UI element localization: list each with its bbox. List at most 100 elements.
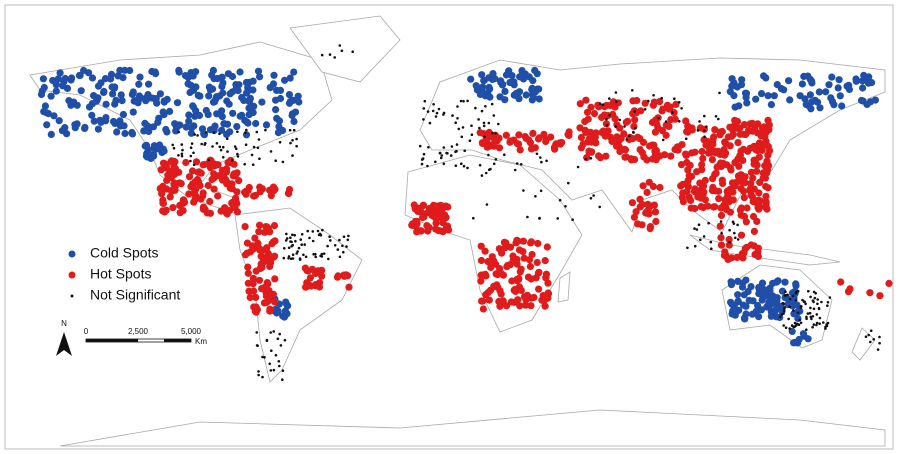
spot (686, 246, 689, 250)
spot (182, 158, 190, 167)
spot (628, 199, 637, 207)
spot (515, 131, 523, 139)
spot (145, 123, 153, 131)
spot (336, 248, 340, 251)
spot (845, 85, 854, 93)
spot (457, 127, 461, 131)
spot (312, 280, 320, 289)
spot (544, 289, 552, 297)
spot (212, 131, 216, 134)
spot (231, 159, 234, 162)
spot (172, 146, 176, 150)
spot (813, 296, 817, 300)
spot (188, 167, 197, 175)
spot (516, 268, 524, 276)
spot (571, 218, 574, 221)
spot (652, 94, 655, 97)
spot (41, 102, 50, 110)
spot (222, 168, 231, 176)
spot (511, 287, 520, 295)
spot (304, 255, 308, 259)
spot (214, 192, 222, 200)
spot (671, 111, 674, 114)
spot (478, 139, 487, 148)
spot (219, 79, 227, 87)
spot (281, 160, 285, 164)
spot (750, 242, 758, 250)
spot (631, 116, 639, 124)
spot (269, 369, 273, 372)
spot (711, 203, 719, 211)
spot (589, 157, 593, 160)
spot (701, 196, 709, 204)
spot (434, 115, 438, 118)
spot (719, 159, 727, 167)
spot (799, 321, 803, 325)
spot (741, 89, 750, 97)
spot (236, 152, 239, 156)
spot (589, 197, 593, 200)
spot (191, 112, 199, 120)
spot (651, 208, 660, 216)
spot (210, 170, 218, 178)
spot (297, 246, 301, 250)
spot (209, 98, 218, 106)
spot (223, 180, 231, 188)
spot (202, 106, 210, 115)
spot (556, 217, 559, 220)
spot (719, 220, 723, 223)
spot (679, 180, 687, 188)
spot (757, 90, 766, 98)
spot (734, 291, 742, 299)
spot (812, 307, 816, 311)
spot (90, 92, 98, 100)
spot (222, 156, 225, 159)
spot (283, 338, 287, 342)
spot (181, 148, 184, 152)
spot (478, 297, 486, 305)
spot (180, 143, 184, 146)
spot (665, 122, 673, 130)
spot (272, 368, 276, 372)
spot (618, 118, 622, 122)
spot (764, 151, 772, 159)
spot (791, 294, 795, 298)
spot (857, 96, 866, 105)
spot (169, 204, 177, 212)
spot (499, 297, 507, 305)
spot (679, 198, 688, 206)
spot (63, 130, 71, 138)
spot (714, 115, 718, 118)
spot (826, 301, 830, 304)
spot (442, 224, 451, 232)
spot (47, 92, 55, 100)
spot (719, 179, 727, 187)
spot (762, 292, 771, 300)
spot (208, 71, 216, 79)
spot (716, 131, 724, 139)
spot (55, 117, 63, 125)
spot (255, 228, 263, 236)
spot (272, 330, 276, 333)
spot (535, 152, 539, 156)
spot (872, 338, 875, 341)
spot (479, 305, 487, 313)
spot (798, 318, 801, 322)
scale-bar-segment (164, 339, 191, 342)
spot (210, 185, 218, 193)
spot (100, 88, 108, 96)
spot (223, 120, 232, 128)
spot (347, 234, 350, 238)
spot (672, 100, 680, 108)
spot (182, 123, 190, 131)
spot (784, 290, 787, 294)
spot (52, 87, 60, 95)
spot (693, 168, 701, 176)
spot (614, 91, 618, 94)
spot (242, 190, 250, 198)
spot (426, 164, 429, 168)
spot (644, 206, 652, 214)
spot (515, 95, 523, 103)
antarctica (59, 409, 886, 447)
spot (764, 92, 772, 100)
